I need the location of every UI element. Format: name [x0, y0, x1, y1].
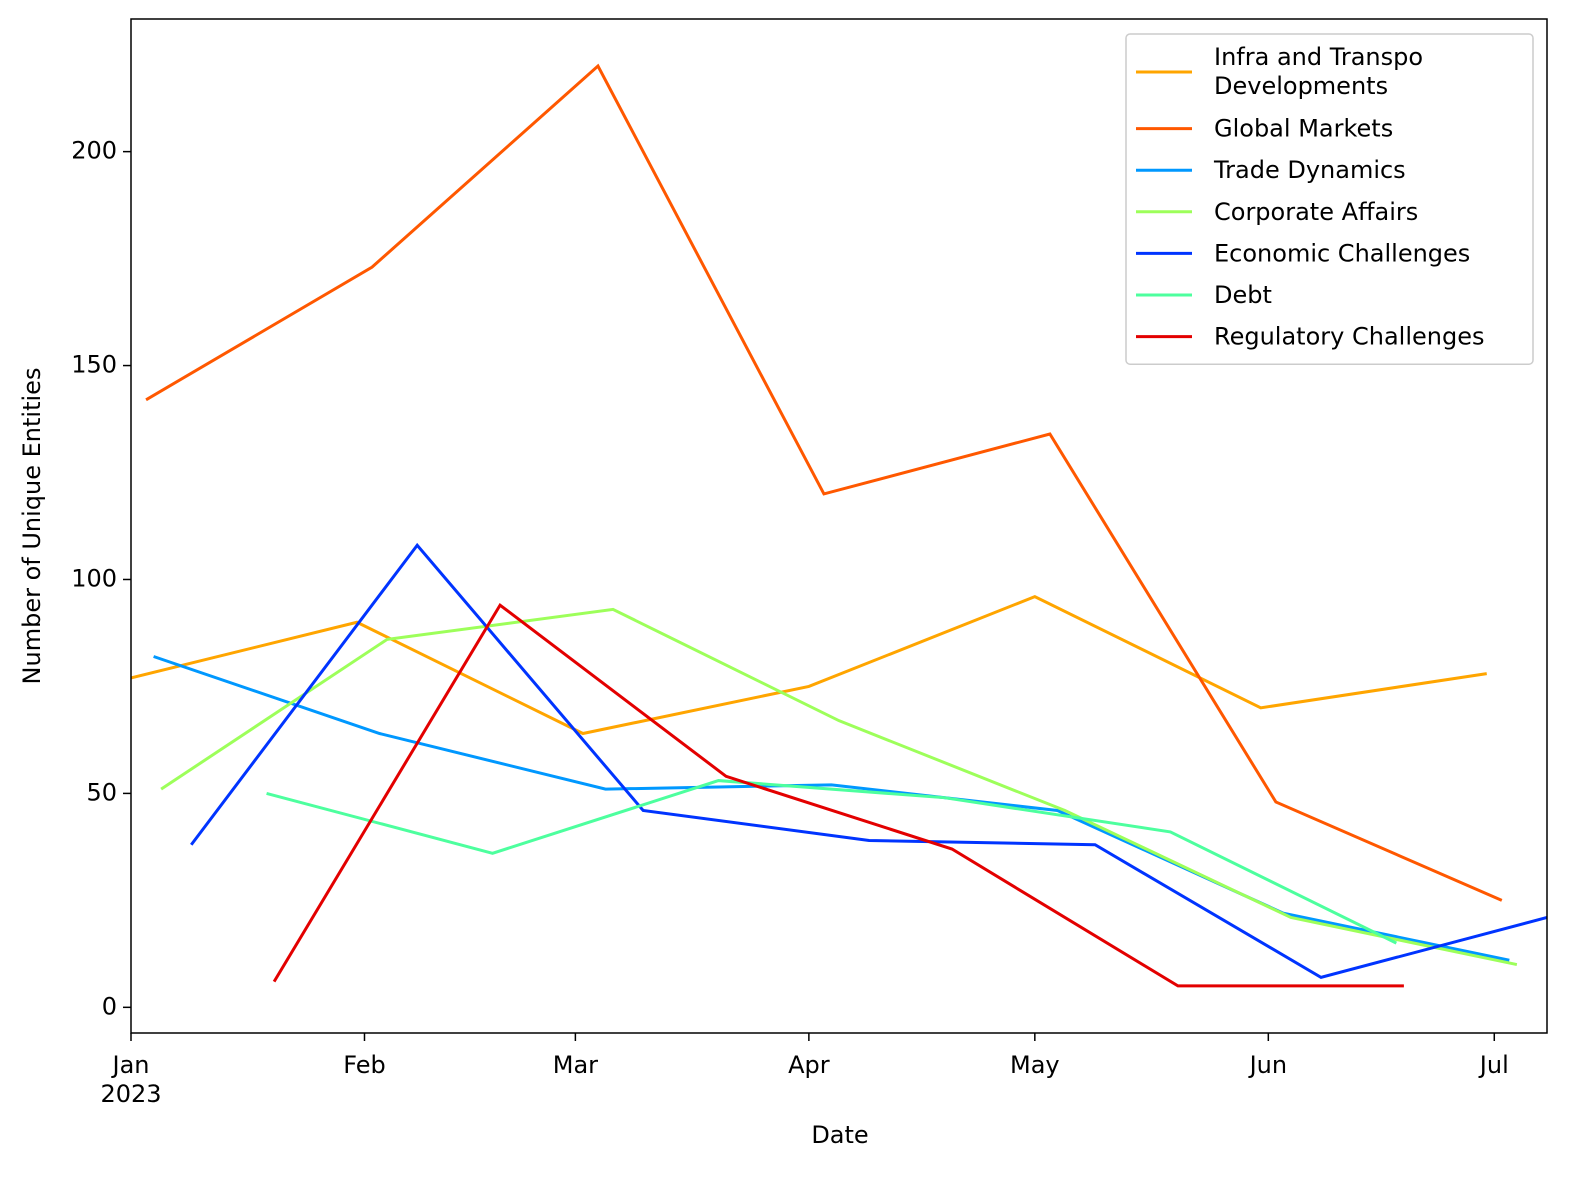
y-tick-label: 0	[102, 992, 117, 1020]
x-tick-label: Feb	[343, 1051, 386, 1079]
x-tick-label: Jul	[1478, 1051, 1509, 1079]
legend-label: Economic Challenges	[1214, 239, 1470, 267]
legend-label: Global Markets	[1214, 115, 1393, 143]
y-tick-label: 50	[86, 778, 117, 806]
legend-label: Corporate Affairs	[1214, 198, 1418, 226]
x-tick-label: May	[1010, 1051, 1060, 1079]
series-line	[190, 542, 1547, 979]
series-line	[131, 594, 1487, 736]
legend-box	[1125, 33, 1534, 365]
y-axis-label: Number of Unique Entities	[18, 368, 46, 685]
series-line	[145, 63, 1503, 902]
x-tick-label: Jun	[1248, 1051, 1288, 1079]
y-tick-label: 200	[71, 137, 117, 165]
legend-label: Infra and Transpo Developments	[1214, 43, 1423, 100]
y-tick-label: 100	[71, 564, 117, 592]
x-tick-label: Mar	[553, 1051, 598, 1079]
series-line	[160, 607, 1518, 967]
series-line	[266, 779, 1398, 945]
legend-label: Debt	[1214, 281, 1272, 309]
series-line	[272, 602, 1404, 988]
plot-frame	[130, 18, 1548, 1034]
y-tick-label: 150	[71, 351, 117, 379]
x-tick-label: Jan 2023	[100, 1051, 161, 1108]
x-axis-label: Date	[811, 1121, 868, 1149]
legend-label: Trade Dynamics	[1213, 156, 1406, 184]
x-tick-label: Apr	[788, 1051, 830, 1079]
legend-label: Regulatory Challenges	[1214, 323, 1484, 351]
legend: Infra and Transpo Developments Global Mark…	[1125, 33, 1534, 365]
